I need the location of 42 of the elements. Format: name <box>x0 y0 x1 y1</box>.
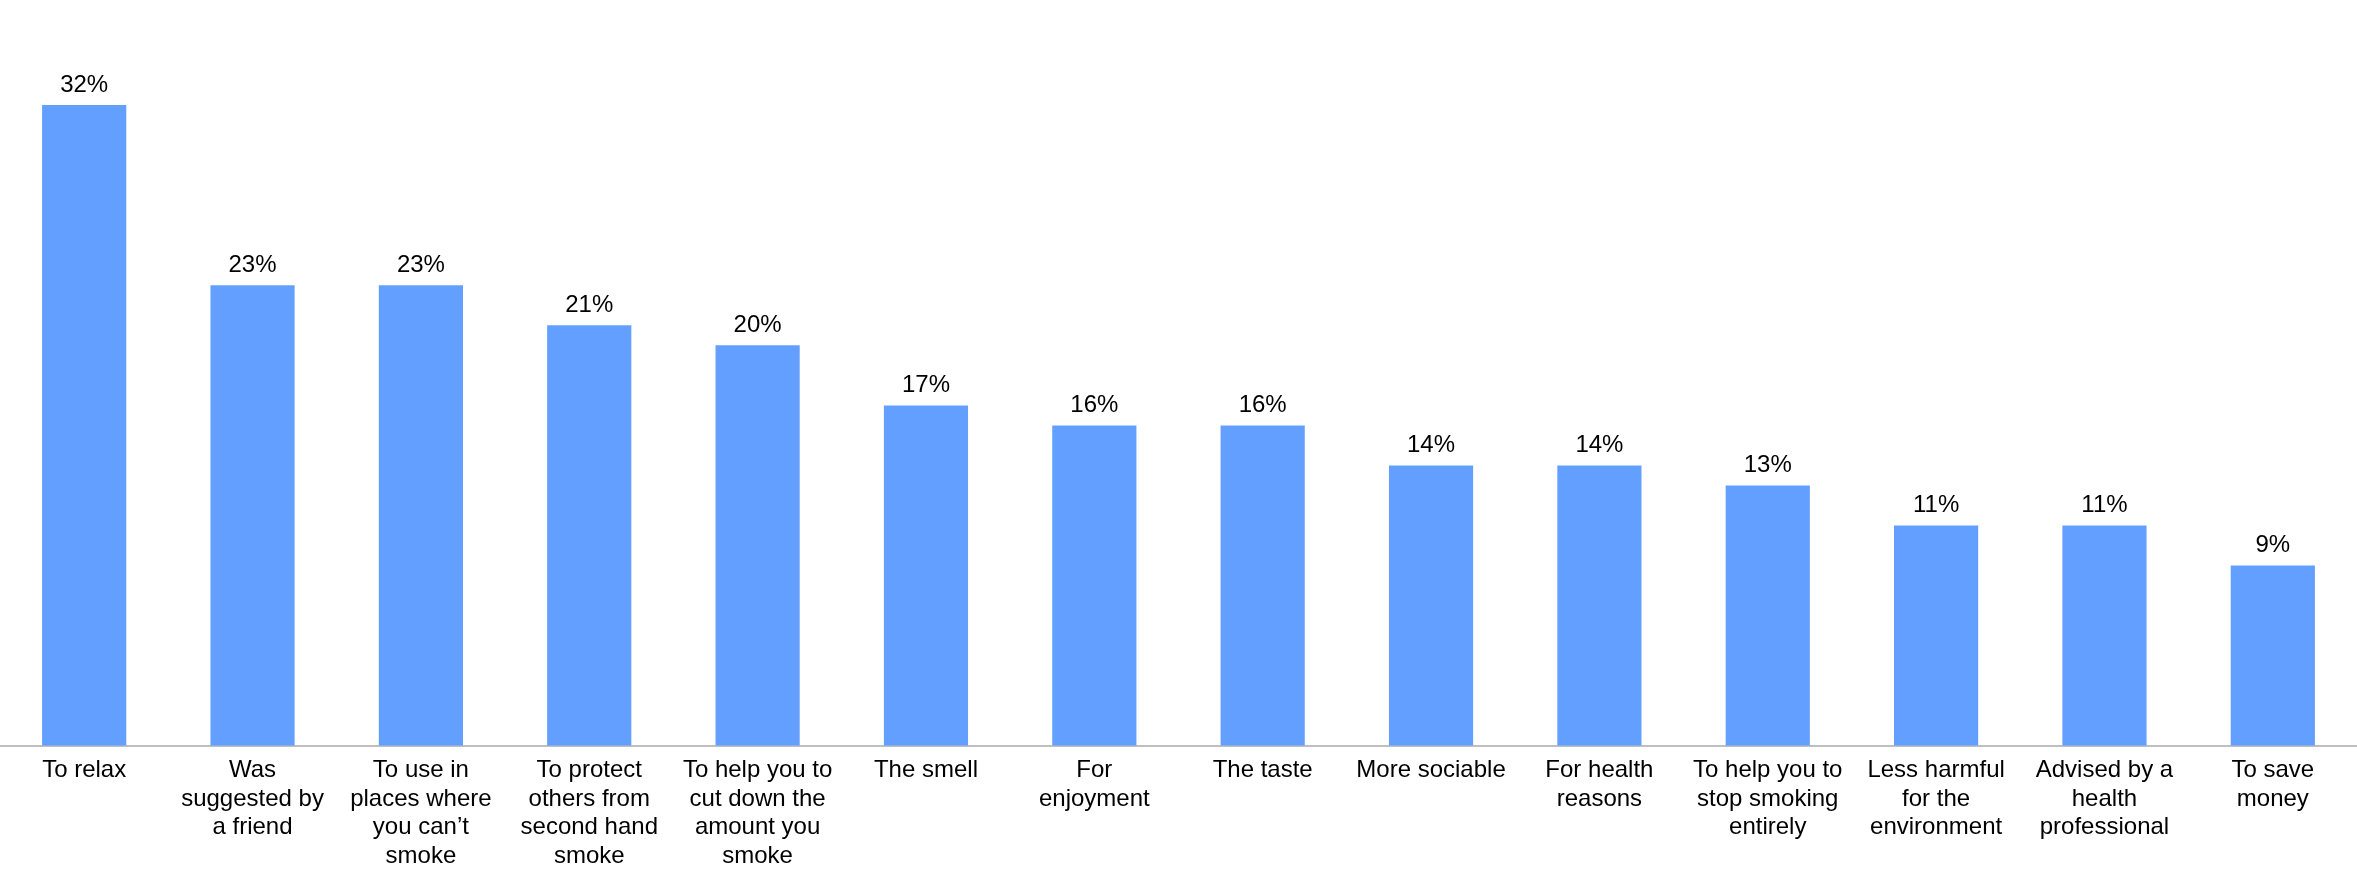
x-tick-label: The taste <box>1212 754 1313 782</box>
data-label: 16% <box>1238 390 1287 418</box>
data-label: 14% <box>1407 430 1456 458</box>
bar <box>1725 485 1810 746</box>
bar <box>1052 425 1137 746</box>
x-tick-label: The smell <box>873 754 978 782</box>
data-label: 23% <box>396 249 445 277</box>
bar <box>1894 525 1979 746</box>
bar <box>883 405 969 746</box>
data-label: 17% <box>901 370 950 398</box>
data-label: 32% <box>60 69 109 97</box>
data-label: 14% <box>1575 430 1624 458</box>
data-label: 20% <box>733 309 782 337</box>
bar <box>1220 425 1305 746</box>
data-label: 11% <box>1912 490 1960 518</box>
x-tick-label: Advised by a health professional <box>2035 754 2174 840</box>
bar <box>2230 565 2315 746</box>
data-label: 13% <box>1743 450 1792 478</box>
x-tick-label: To protect others from second hand smoke <box>520 754 658 869</box>
bar <box>210 285 295 746</box>
bar <box>42 105 127 746</box>
x-tick-label: Was suggested by a friend <box>181 754 324 840</box>
data-label: 23% <box>228 249 277 277</box>
data-label: 9% <box>2255 530 2291 558</box>
x-tick-label: For enjoyment <box>1038 754 1151 811</box>
bar <box>2062 525 2147 746</box>
data-label: 11% <box>2081 490 2128 518</box>
bar <box>378 285 463 746</box>
x-tick-label: For health reasons <box>1545 754 1654 811</box>
x-tick-label: More sociable <box>1356 754 1506 782</box>
bar <box>547 325 632 746</box>
data-label: 16% <box>1070 390 1119 418</box>
bar <box>715 345 800 746</box>
x-tick-label: To save money <box>2231 754 2315 811</box>
x-tick-label: To help you to cut down the amount you smoke <box>682 754 833 869</box>
data-label: 21% <box>565 289 614 317</box>
x-tick-label: To help you to stop smoking entirely <box>1693 754 1843 840</box>
x-tick-label: Less harmful for the environment <box>1867 754 2005 840</box>
bar <box>1557 465 1642 746</box>
x-tick-label: To relax <box>42 754 127 782</box>
bar <box>1388 465 1474 746</box>
x-tick-label: To use in places where you can’t smoke <box>350 754 492 869</box>
